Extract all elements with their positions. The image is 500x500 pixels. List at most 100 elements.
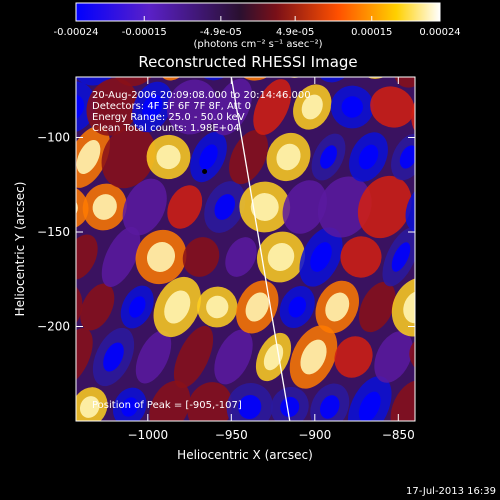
heatmap-image	[0, 22, 500, 496]
heatmap-blob	[459, 124, 500, 191]
heatmap-peak	[0, 136, 25, 177]
heatmap-blob	[9, 82, 55, 133]
heatmap-blob	[76, 376, 77, 421]
x-axis-label: Heliocentric X (arcsec)	[177, 448, 313, 462]
heatmap-blob	[439, 427, 493, 486]
heatmap-blob	[2, 429, 50, 484]
colorbar-tick-label: -0.00015	[122, 27, 167, 38]
heatmap-trough	[320, 145, 337, 169]
colorbar-ticks: -0.00024 -0.00015 -4.9e-05 4.9e-05 0.00015 0.…	[54, 16, 461, 38]
heatmap-blob	[422, 379, 478, 435]
heatmap-trough	[445, 294, 470, 321]
heatmap-blob	[173, 325, 214, 389]
heatmap-blob	[101, 227, 141, 287]
heatmap-trough	[121, 397, 139, 417]
heatmap-blob	[76, 184, 89, 230]
heatmap-blob	[212, 78, 253, 136]
y-tick-label: −100	[37, 130, 70, 144]
heatmap-trough	[36, 142, 61, 173]
heatmap-trough	[16, 338, 51, 377]
heatmap-trough	[42, 41, 71, 73]
heatmap-blob	[409, 218, 474, 295]
annotations: 20-Aug-2006 20:09:08.000 to 20:14:46.000…	[92, 90, 311, 411]
heatmap-peak	[206, 295, 229, 319]
plot-area: −1000 −950 −900 −850 −100 −150 −200	[0, 22, 500, 496]
heatmap-peak	[360, 41, 391, 73]
heatmap-blob	[432, 280, 483, 334]
heatmap-peak	[245, 292, 269, 322]
heatmap-peak	[92, 194, 117, 220]
heatmap-blob	[0, 366, 7, 448]
heatmap-trough	[280, 396, 300, 418]
heatmap-blob	[370, 86, 415, 128]
heatmap-trough	[461, 343, 486, 372]
x-tick-label: −850	[382, 428, 415, 442]
heatmap-trough	[341, 96, 363, 118]
heatmap-blob	[0, 26, 48, 89]
heatmap-trough	[310, 242, 332, 272]
heatmap-trough	[477, 393, 500, 420]
heatmap-trough	[79, 38, 114, 75]
heatmap-blob	[167, 185, 203, 229]
heatmap-peak	[276, 143, 301, 171]
heatmap-blob	[76, 81, 96, 133]
heatmap-blob	[390, 380, 415, 421]
heatmap-peak	[459, 93, 486, 122]
heatmap-trough	[450, 191, 480, 224]
annotation-detectors: Detectors: 4F 5F 6F 7F 8F, Att 0	[92, 101, 251, 112]
solar-limb-line	[230, 77, 291, 421]
footer-date: 17-Jul-2013 16:39	[406, 486, 496, 497]
heatmap-trough	[199, 144, 218, 170]
heatmap-trough	[489, 190, 500, 223]
heatmap-blob	[0, 328, 21, 387]
heatmap-blob	[122, 178, 167, 236]
x-tick-label: −1000	[128, 428, 169, 442]
heatmap-blob	[0, 419, 18, 496]
heatmap-blob	[0, 27, 3, 87]
heatmap-peak	[325, 292, 350, 322]
heatmap-trough	[90, 439, 123, 475]
y-tick-label: −200	[37, 319, 70, 333]
colorbar-unit-label: (photons cm⁻² s⁻¹ asec⁻²)	[193, 39, 322, 50]
heatmap-trough	[129, 296, 146, 318]
colorbar-tick-label: 4.9e-05	[276, 27, 314, 38]
colorbar: -0.00024 -0.00015 -4.9e-05 4.9e-05 0.00015 0.…	[54, 2, 461, 50]
x-tick-label: −900	[298, 428, 331, 442]
annotation-peak-position: Position of Peak = [-905,-107]	[92, 400, 242, 411]
heatmap-trough	[358, 144, 379, 170]
heatmap-blob	[166, 79, 218, 135]
colorbar-tick-label: 0.00024	[419, 27, 460, 38]
heatmap-trough	[444, 42, 468, 72]
heatmap-trough	[358, 391, 381, 421]
heatmap-blob	[470, 278, 500, 336]
y-axis-label: Heliocentric Y (arcsec)	[13, 182, 27, 317]
heatmap-peak	[146, 242, 176, 272]
heatmap-blob	[434, 174, 495, 239]
heatmap-trough	[391, 242, 411, 272]
heatmap-blob	[391, 277, 415, 337]
heatmap-peak	[301, 94, 323, 120]
colorbar-tick-label: -4.9e-05	[200, 27, 242, 38]
heatmap-blob	[135, 330, 172, 384]
plot-frame	[75, 76, 416, 422]
heatmap-blob	[357, 175, 412, 239]
colorbar-tick-label: 0.00015	[351, 27, 392, 38]
heatmap-blob	[101, 125, 156, 189]
heatmap-blob	[374, 331, 413, 383]
heatmap-peak	[300, 339, 327, 375]
heatmap-trough	[214, 194, 236, 220]
chart-title: Reconstructed RHESSI Image	[138, 53, 357, 71]
heatmap-blob	[463, 22, 500, 93]
heatmap-blob	[282, 180, 327, 234]
heatmap-blob	[214, 329, 253, 385]
heatmap-blob	[449, 328, 498, 386]
heatmap-peak	[49, 438, 84, 476]
heatmap-blob	[35, 423, 98, 492]
heatmap-trough	[142, 94, 163, 120]
heatmap-trough	[479, 39, 500, 74]
heatmap-blob	[187, 382, 233, 421]
heatmap-trough	[399, 145, 415, 169]
annotation-energy-range: Energy Range: 25.0 - 50.0 keV	[92, 112, 245, 123]
heatmap-blob	[229, 129, 268, 185]
heatmap-peak	[0, 341, 9, 373]
